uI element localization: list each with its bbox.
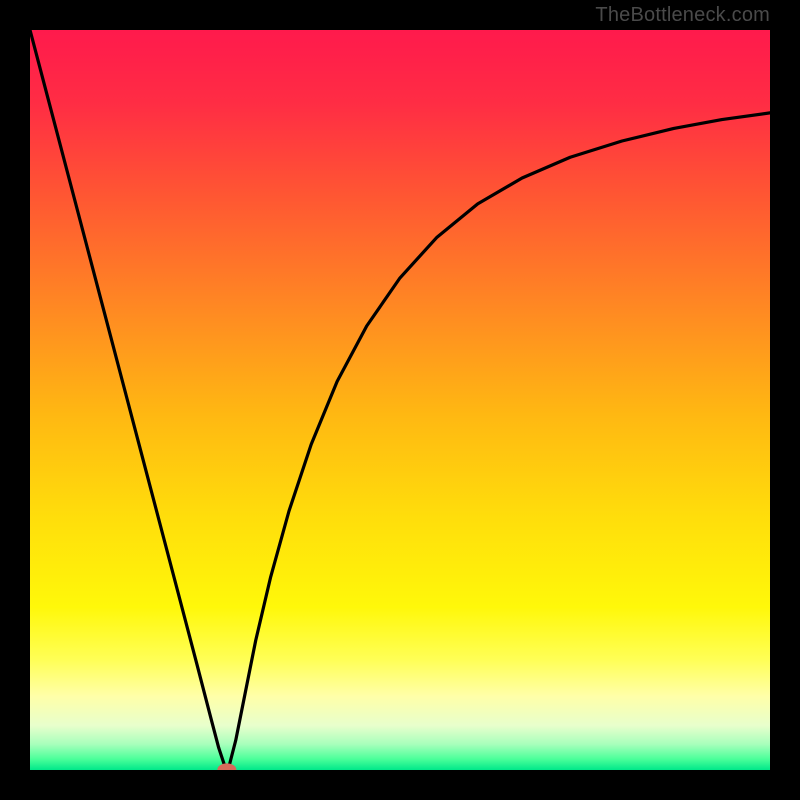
bottleneck-curve [30, 30, 770, 770]
curve-layer [30, 30, 770, 770]
plot-area [30, 30, 770, 770]
attribution-text: TheBottleneck.com [595, 4, 770, 27]
min-marker [217, 763, 236, 770]
